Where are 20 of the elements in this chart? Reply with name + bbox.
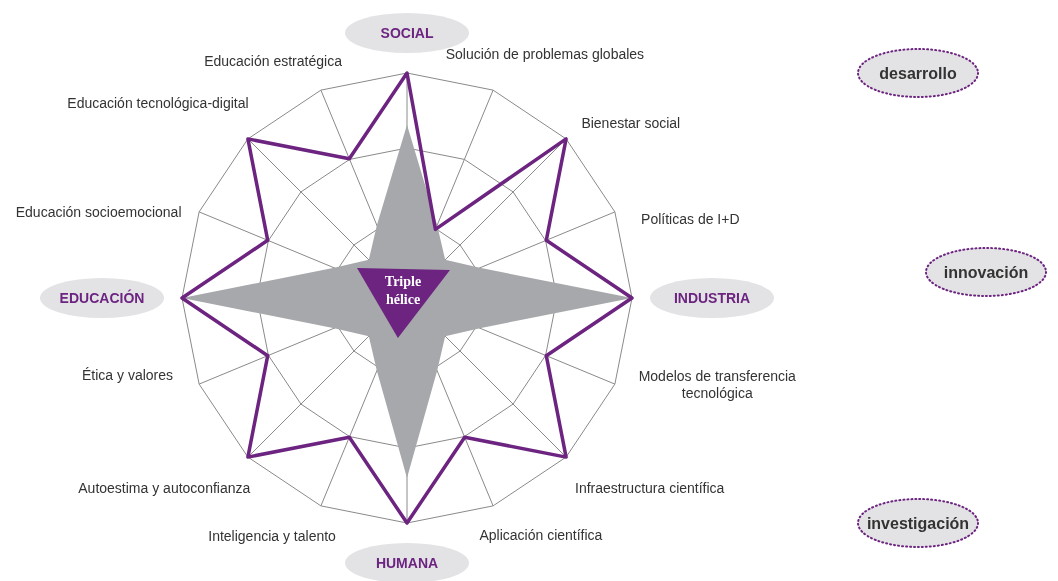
- spoke-label: Solución de problemas globales: [445, 46, 645, 63]
- spoke-label: Aplicación científica: [479, 526, 603, 543]
- spoke-label: SOCIAL: [380, 25, 434, 41]
- spoke-label: Inteligencia y talento: [208, 528, 337, 545]
- spoke-label: Ética y valores: [82, 367, 174, 384]
- spoke-label: Bienestar social: [581, 115, 681, 132]
- text: Triple hélice: [383, 273, 423, 309]
- text: innovación: [943, 264, 1029, 281]
- spoke-label: Políticas de I+D: [641, 211, 740, 228]
- spoke-label: HUMANA: [375, 555, 439, 571]
- spoke-label: Educación tecnológica-digital: [67, 95, 249, 112]
- spoke-label: EDUCACIÓN: [59, 289, 145, 306]
- spoke-label: INDUSTRIA: [673, 290, 751, 306]
- spoke-label: Autoestima y autoconfianza: [78, 479, 251, 496]
- spoke-label: Educación estratégica: [204, 53, 343, 70]
- spoke-label: Infraestructura científica: [575, 479, 725, 496]
- spoke-label: Modelos de transferencia tecnológica: [638, 367, 797, 401]
- spoke-label: Educación socioemocional: [15, 204, 182, 221]
- text: investigación: [866, 515, 970, 532]
- text: desarrollo: [879, 65, 957, 82]
